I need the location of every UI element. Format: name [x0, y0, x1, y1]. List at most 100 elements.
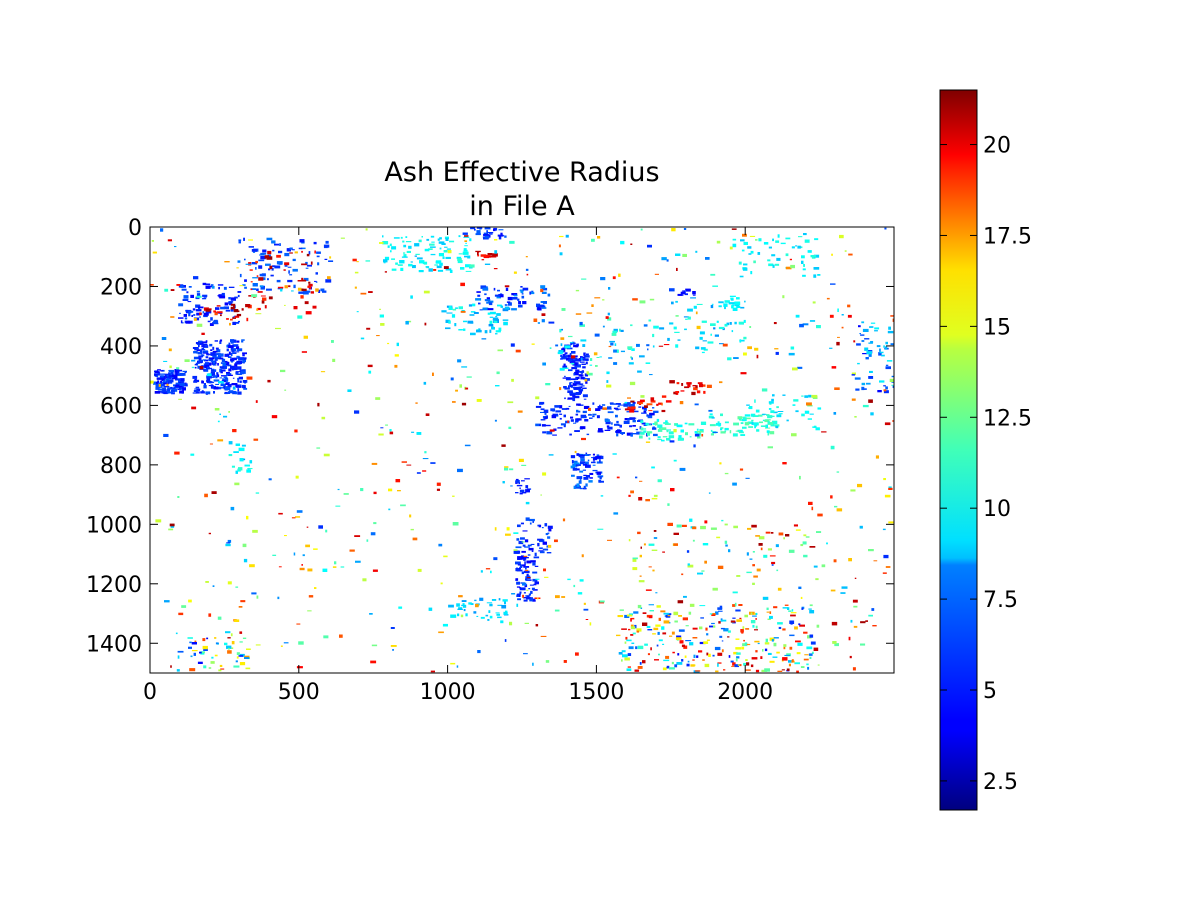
heatmap-cell: [264, 255, 269, 259]
heatmap-cell: [398, 606, 403, 609]
heatmap-cell: [745, 628, 750, 630]
heatmap-cell: [268, 268, 271, 271]
heatmap-cell: [712, 587, 718, 591]
heatmap-cell: [241, 444, 246, 447]
heatmap-cell: [701, 320, 707, 323]
heatmap-cell: [650, 647, 652, 651]
heatmap-cell: [612, 453, 617, 455]
heatmap-cell: [445, 256, 451, 259]
heatmap-cell: [870, 322, 876, 324]
heatmap-cell: [529, 522, 532, 525]
heatmap-cell: [443, 250, 448, 253]
heatmap-cell: [323, 244, 330, 248]
heatmap-cell: [533, 583, 537, 586]
heatmap-cell: [533, 318, 538, 322]
heatmap-cell: [789, 646, 793, 650]
heatmap-cell: [613, 407, 618, 410]
heatmap-cell: [206, 375, 212, 379]
heatmap-cell: [582, 344, 586, 347]
heatmap-cell: [542, 472, 547, 476]
heatmap-cell: [592, 415, 595, 418]
heatmap-cell: [748, 407, 751, 409]
heatmap-cell: [866, 351, 872, 355]
heatmap-cell: [549, 429, 555, 432]
heatmap-cell: [446, 312, 453, 314]
heatmap-cell: [851, 372, 856, 375]
colorbar-frame: [939, 89, 978, 811]
heatmap-cell: [882, 528, 886, 531]
heatmap-cell: [234, 315, 240, 318]
heatmap-cell: [649, 424, 651, 426]
heatmap-cell: [562, 365, 568, 369]
heatmap-cell: [676, 424, 683, 428]
heatmap-cell: [528, 547, 534, 551]
heatmap-cell: [541, 287, 548, 291]
heatmap-cell: [267, 250, 272, 255]
heatmap-cell: [702, 340, 707, 342]
heatmap-cell: [677, 653, 680, 656]
heatmap-cell: [227, 374, 233, 376]
heatmap-cell: [183, 314, 187, 317]
heatmap-cell: [438, 631, 444, 634]
heatmap-cell: [642, 612, 647, 614]
heatmap-cell: [310, 261, 313, 265]
heatmap-cell: [693, 444, 696, 448]
heatmap-cell: [526, 577, 531, 579]
heatmap-cell: [615, 414, 618, 418]
heatmap-cell: [492, 253, 498, 257]
heatmap-cell: [525, 569, 529, 572]
heatmap-cell: [227, 650, 232, 654]
heatmap-cell: [523, 559, 526, 561]
heatmap-cell: [892, 420, 894, 422]
heatmap-cell: [176, 369, 183, 372]
heatmap-cell: [257, 291, 263, 293]
heatmap-cell: [208, 613, 212, 617]
heatmap-cell: [739, 275, 744, 278]
heatmap-cell: [673, 326, 677, 330]
heatmap-cell: [868, 376, 874, 379]
heatmap-cell: [817, 513, 823, 517]
heatmap-cell: [697, 572, 703, 575]
heatmap-cell: [540, 408, 545, 411]
heatmap-cell: [778, 626, 782, 629]
heatmap-cell: [890, 343, 894, 346]
heatmap-cell: [451, 314, 456, 318]
heatmap-cell: [861, 382, 866, 386]
heatmap-cell: [201, 345, 205, 348]
heatmap-cell: [656, 605, 661, 608]
heatmap-cell: [266, 288, 272, 291]
heatmap-cell: [301, 250, 303, 253]
heatmap-cell: [570, 416, 574, 419]
heatmap-cell: [884, 422, 891, 426]
heatmap-cell: [719, 462, 722, 465]
heatmap-cell: [632, 298, 638, 301]
heatmap-cell: [318, 289, 321, 293]
heatmap-cell: [488, 610, 491, 613]
heatmap-cell: [610, 403, 616, 405]
heatmap-cell: [545, 660, 550, 663]
heatmap-cell: [647, 653, 650, 656]
heatmap-cell: [570, 342, 573, 346]
heatmap-cell: [699, 336, 703, 340]
heatmap-cell: [179, 390, 184, 394]
heatmap-cell: [193, 351, 198, 354]
heatmap-cell: [575, 289, 580, 292]
heatmap-cell: [834, 643, 839, 647]
heatmap-cell: [624, 614, 630, 618]
heatmap-cell: [182, 387, 186, 391]
heatmap-cell: [776, 257, 781, 261]
heatmap-cell: [195, 342, 200, 345]
heatmap-cell: [696, 390, 701, 394]
heatmap-cell: [580, 339, 587, 342]
heatmap-cell: [717, 662, 722, 664]
heatmap-cell: [724, 523, 728, 526]
heatmap-cell: [538, 524, 542, 528]
heatmap-cell: [332, 358, 336, 362]
heatmap-cell: [719, 381, 723, 384]
heatmap-cell: [513, 550, 519, 554]
heatmap-cell: [697, 382, 703, 385]
heatmap-cell: [226, 373, 232, 376]
heatmap-cell: [473, 611, 477, 614]
heatmap-cell: [762, 649, 764, 652]
heatmap-cell: [248, 239, 253, 241]
